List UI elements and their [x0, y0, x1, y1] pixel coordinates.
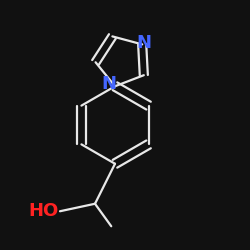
Text: HO: HO [28, 202, 59, 220]
Text: N: N [136, 34, 151, 52]
Text: N: N [101, 75, 116, 93]
